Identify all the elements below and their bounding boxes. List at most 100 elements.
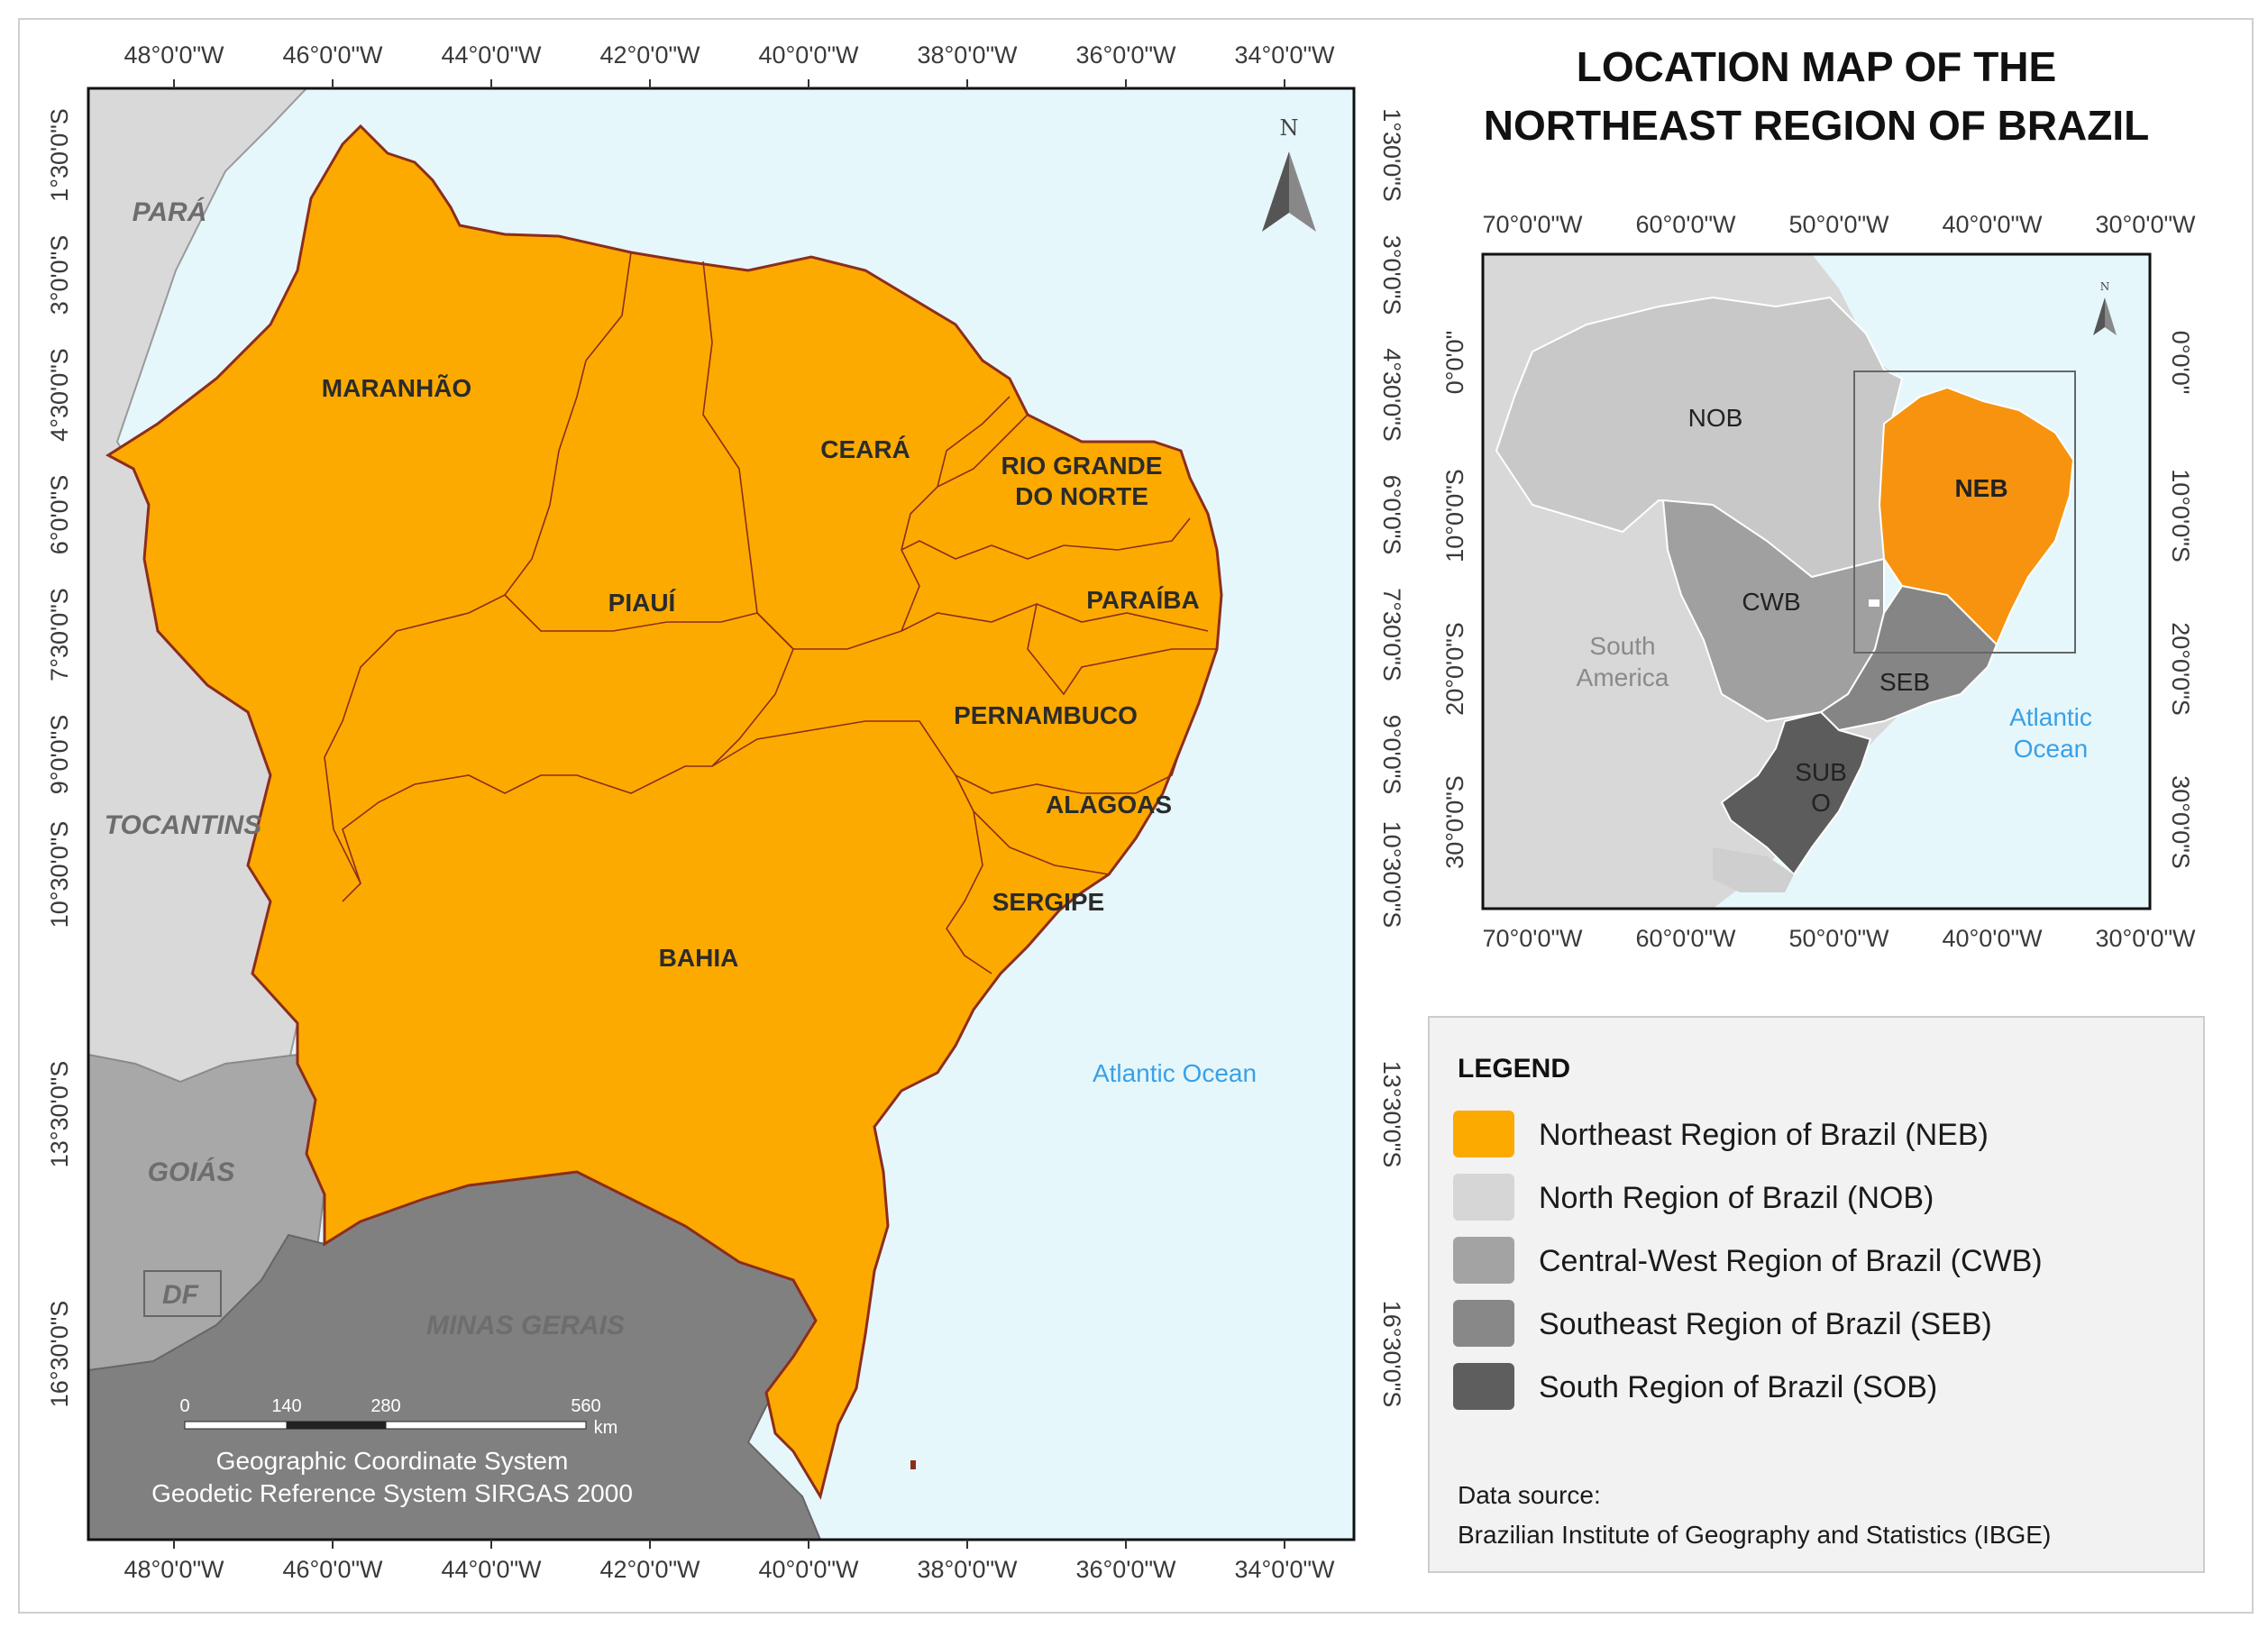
inset-latitude-labels-left: 0°0'0" 10°0'0"S 20°0'0"S 30°0'0"S [1441,331,1468,869]
lon-label: 40°0'0"W [758,41,859,69]
lat-label: 16°30'0"S [1378,1301,1405,1408]
lon-label: 46°0'0"W [282,41,383,69]
state-label-rio-grande-do-norte: RIO GRANDE [1001,452,1163,480]
inset-label-ocean: Atlantic [2009,703,2092,731]
inset-north-arrow-icon: N [2093,280,2117,335]
neighbor-label-goias: GOIÁS [148,1157,235,1187]
ocean-label-main: Atlantic Ocean [1093,1059,1257,1087]
inset-label-sob: SUB [1795,758,1847,786]
lat-label: 4°30'0"S [46,348,73,442]
lat-label: 7°30'0"S [46,588,73,681]
main-latitude-labels-left: 1°30'0"S 3°0'0"S 4°30'0"S 6°0'0"S 7°30'0… [46,108,73,1407]
state-label-maranhao: MARANHÃO [322,374,471,402]
legend-item: Northeast Region of Brazil (NEB) [1453,1111,1989,1157]
inset-lon-label: 70°0'0"W [1482,925,1583,952]
legend-item: Central-West Region of Brazil (CWB) [1453,1237,2043,1284]
inset-lat-label: 30°0'0"S [1441,775,1468,869]
inset-lat-label: 30°0'0"S [2167,775,2194,869]
inset-lat-label: 20°0'0"S [1441,622,1468,716]
inset-df-mark [1869,599,1879,607]
inset-lon-label: 60°0'0"W [1635,925,1736,952]
inset-map: 70°0'0"W 60°0'0"W 50°0'0"W 40°0'0"W 30°0… [1441,211,2196,952]
legend-label-cwb: Central-West Region of Brazil (CWB) [1539,1244,2043,1278]
lat-label: 9°0'0"S [46,715,73,795]
legend-swatch-cwb [1453,1237,1514,1284]
legend-title: LEGEND [1458,1054,1570,1084]
state-label-rio-grande-do-norte-line2: DO NORTE [1015,482,1148,510]
lon-label: 44°0'0"W [441,1556,542,1583]
neighbor-label-tocantins: TOCANTINS [105,810,261,840]
scale-tick-label: 0 [179,1396,189,1416]
lon-label: 36°0'0"W [1075,1556,1176,1583]
state-label-bahia: BAHIA [659,944,739,972]
inset-lon-label: 70°0'0"W [1482,211,1583,238]
inset-lon-label: 50°0'0"W [1788,925,1889,952]
main-longitude-labels-top: 48°0'0"W 46°0'0"W 44°0'0"W 42°0'0"W 40°0… [123,41,1335,69]
lon-label: 36°0'0"W [1075,41,1176,69]
crs-caption-line2: Geodetic Reference System SIRGAS 2000 [151,1479,633,1507]
state-label-sergipe: SERGIPE [992,888,1104,916]
scale-bar: 0 140 280 560 km [179,1396,617,1438]
inset-neb [1878,386,2075,646]
lat-label: 16°30'0"S [46,1301,73,1408]
inset-sob [1720,710,1872,876]
scale-tick-label: 140 [271,1396,301,1416]
lon-label: 38°0'0"W [917,1556,1018,1583]
lat-label: 7°30'0"S [1378,588,1405,681]
inset-label-south-america-line2: America [1577,663,1669,691]
legend-label-neb: Northeast Region of Brazil (NEB) [1539,1118,1989,1152]
island-mark [910,1460,916,1469]
legend-item: South Region of Brazil (SOB) [1453,1363,1937,1410]
inset-latitude-labels-right: 0°0'0" 10°0'0"S 20°0'0"S 30°0'0"S [2167,331,2194,869]
title-line1: LOCATION MAP OF THE [1577,43,2056,90]
inset-lat-label: 0°0'0" [2167,331,2194,395]
lon-label: 42°0'0"W [599,1556,700,1583]
inset-longitude-labels-bottom: 70°0'0"W 60°0'0"W 50°0'0"W 40°0'0"W 30°0… [1482,925,2196,952]
data-source-title: Data source: [1458,1481,1601,1509]
inset-label-cwb: CWB [1742,588,1800,616]
lat-label: 6°0'0"S [1378,475,1405,555]
main-longitude-labels-bottom: 48°0'0"W 46°0'0"W 44°0'0"W 42°0'0"W 40°0… [123,1556,1335,1583]
main-latitude-labels-right: 1°30'0"S 3°0'0"S 4°30'0"S 6°0'0"S 7°30'0… [1378,108,1405,1407]
main-map-ticks [173,79,1285,1549]
legend-box [1428,1016,2205,1573]
main-map: 48°0'0"W 46°0'0"W 44°0'0"W 42°0'0"W 40°0… [46,41,1405,1583]
state-label-pernambuco: PERNAMBUCO [954,701,1138,729]
crs-caption-line1: Geographic Coordinate System [216,1447,569,1475]
state-labels: MARANHÃO PIAUÍ CEARÁ RIO GRANDE DO NORTE… [322,374,1200,972]
inset-lon-label: 30°0'0"W [2095,925,2196,952]
lon-label: 48°0'0"W [123,41,224,69]
inset-label-nob: NOB [1688,404,1743,432]
inset-label-sob-line2: O [1811,789,1831,817]
title-line2: NORTHEAST REGION OF BRAZIL [1484,102,2150,149]
inset-lat-label: 20°0'0"S [2167,622,2194,716]
lat-label: 3°0'0"S [1378,235,1405,316]
lat-label: 1°30'0"S [1378,108,1405,202]
inset-lat-label: 10°0'0"S [1441,469,1468,562]
lat-label: 10°30'0"S [1378,821,1405,928]
lon-label: 48°0'0"W [123,1556,224,1583]
lon-label: 42°0'0"W [599,41,700,69]
inset-lon-label: 40°0'0"W [1942,925,2043,952]
lat-label: 9°0'0"S [1378,715,1405,795]
lon-label: 46°0'0"W [282,1556,383,1583]
inset-lat-label: 10°0'0"S [2167,469,2194,562]
legend-swatch-seb [1453,1300,1514,1347]
scale-tick-label: 560 [571,1396,600,1416]
state-label-piaui: PIAUÍ [608,589,677,617]
inset-uruguay [1713,847,1794,892]
scale-tick-label: 280 [370,1396,400,1416]
state-label-paraiba: PARAÍBA [1086,586,1199,614]
inset-label-seb: SEB [1879,668,1930,696]
legend-swatch-nob [1453,1174,1514,1221]
figure-title: LOCATION MAP OF THE NORTHEAST REGION OF … [1484,43,2150,149]
inset-extent-box [1853,370,2076,654]
inset-lon-label: 40°0'0"W [1942,211,2043,238]
scale-unit-label: km [594,1418,618,1438]
lat-label: 1°30'0"S [46,108,73,202]
state-label-ceara: CEARÁ [820,435,910,463]
lat-label: 10°30'0"S [46,821,73,928]
legend-label-sob: South Region of Brazil (SOB) [1539,1370,1937,1404]
legend-swatch-sob [1453,1363,1514,1410]
legend-swatch-neb [1453,1111,1514,1157]
